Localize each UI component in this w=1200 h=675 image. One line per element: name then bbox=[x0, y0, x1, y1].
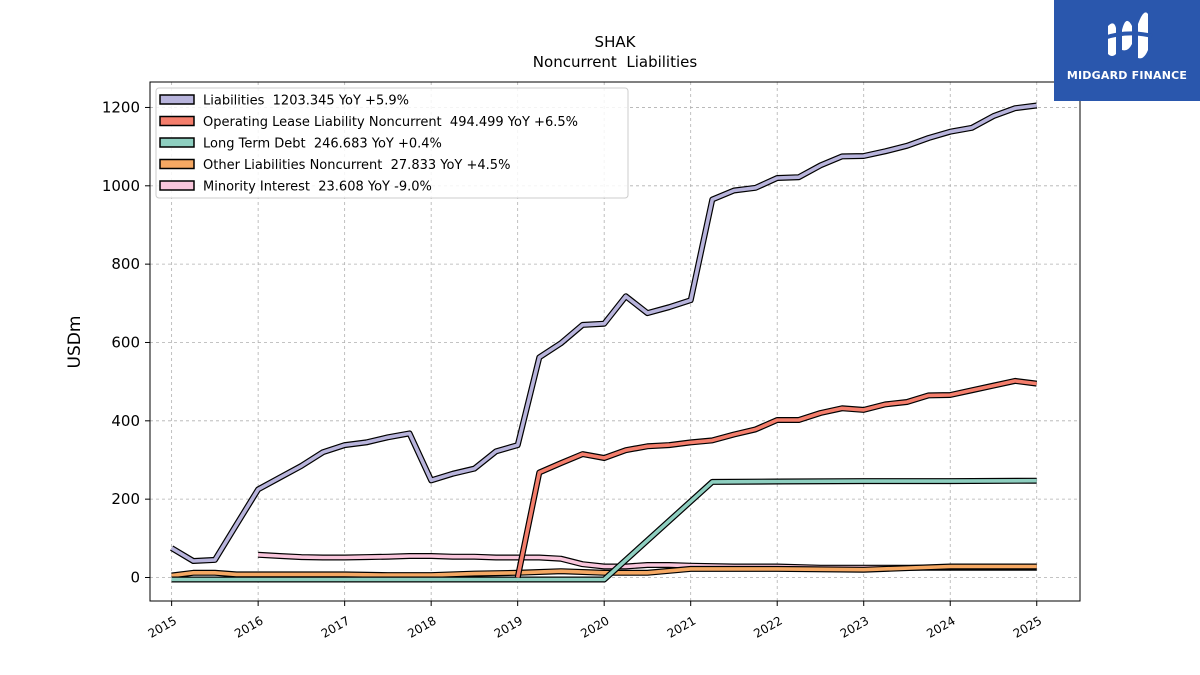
y-tick-label: 0 bbox=[130, 568, 140, 586]
x-tick-label: 2022 bbox=[751, 613, 784, 640]
series-line bbox=[515, 379, 1037, 578]
y-tick-label: 800 bbox=[111, 255, 140, 273]
legend-swatch bbox=[159, 115, 195, 127]
x-tick-label: 2017 bbox=[319, 613, 352, 640]
series-operating-lease-liability-noncurrent bbox=[514, 377, 1038, 579]
series-liabilities bbox=[170, 102, 1038, 564]
x-tick-label: 2018 bbox=[405, 613, 438, 640]
chart-subtitle: Noncurrent Liabilities bbox=[533, 53, 698, 71]
y-tick-label: 400 bbox=[111, 412, 140, 430]
y-tick-label: 1000 bbox=[102, 177, 140, 195]
legend-label: Liabilities 1203.345 YoY +5.9% bbox=[203, 94, 409, 109]
chart-title: SHAK bbox=[595, 33, 637, 51]
x-tick-label: 2019 bbox=[492, 613, 525, 640]
y-tick-label: 1200 bbox=[102, 98, 140, 116]
x-tick-label: 2016 bbox=[232, 613, 265, 640]
y-tick-label: 200 bbox=[111, 490, 140, 508]
legend-box bbox=[155, 87, 629, 199]
legend: Liabilities 1203.345 YoY +5.9% Operating … bbox=[155, 87, 629, 199]
legend-swatch bbox=[159, 94, 195, 105]
series-line bbox=[170, 103, 1037, 563]
brand-name: MIDGARD FINANCE bbox=[1066, 69, 1188, 82]
legend-swatch bbox=[159, 137, 195, 148]
legend-swatch bbox=[159, 180, 195, 191]
brand-logo: MIDGARD FINANCE bbox=[1054, 0, 1200, 101]
series-lines bbox=[170, 102, 1038, 583]
midgard-finance-logo-icon bbox=[1103, 12, 1153, 59]
x-tick-label: 2025 bbox=[1011, 613, 1044, 640]
x-tick-label: 2023 bbox=[838, 613, 871, 640]
legend-label: Other Liabilities Noncurrent 27.833 YoY … bbox=[203, 158, 510, 173]
plot-frame bbox=[149, 81, 1081, 602]
legend-label: Operating Lease Liability Noncurrent 494… bbox=[203, 115, 578, 130]
legend-label: Minority Interest 23.608 YoY -9.0% bbox=[203, 180, 432, 195]
x-tick-label: 2021 bbox=[665, 613, 698, 640]
x-tick-label: 2024 bbox=[924, 613, 957, 640]
legend-swatch bbox=[159, 158, 195, 170]
y-axis-label: USDm bbox=[65, 316, 85, 369]
x-tick-label: 2020 bbox=[578, 613, 611, 640]
x-tick-label: 2015 bbox=[146, 613, 179, 640]
grid-lines bbox=[150, 82, 1080, 601]
series-long-term-debt bbox=[171, 477, 1037, 583]
series-line bbox=[171, 564, 1037, 578]
series-other-liabilities-noncurrent bbox=[171, 563, 1037, 579]
y-tick-label: 600 bbox=[111, 333, 140, 351]
legend-label: Long Term Debt 246.683 YoY +0.4% bbox=[203, 137, 442, 152]
series-line bbox=[171, 478, 1037, 582]
